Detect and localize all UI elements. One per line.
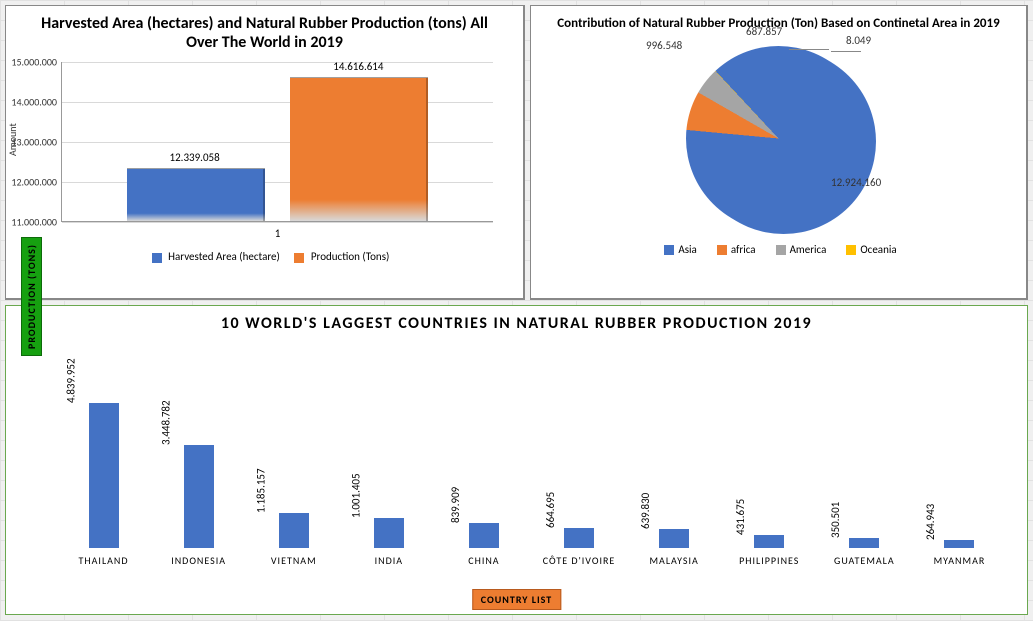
pie-chart-panel: Contribution of Natural Rubber Productio… (530, 5, 1028, 300)
legend-swatch-production (294, 253, 304, 263)
bar-chart-plot: 1 11.000.00012.000.00013.000.00014.000.0… (61, 62, 493, 222)
pie-legend-label: africa (731, 243, 756, 256)
bar-rect-0: 12.339.058 (127, 168, 265, 222)
ranking-bar: 4.839.952 (89, 403, 119, 548)
ranking-bar-value: 1.185.157 (254, 468, 267, 513)
ranking-chart-ylabel-text: PRODUCTION (TONS) (21, 237, 42, 356)
pie-legend-label: America (790, 243, 827, 256)
pie-label-asia: 12.924.160 (831, 176, 881, 189)
ranking-bar: 350.501 (849, 538, 879, 549)
bar-chart-gridline (62, 62, 493, 63)
pie-leader-line (789, 49, 829, 50)
ranking-chart-xlabel-text: COUNTRY LIST (472, 589, 561, 610)
pie-label-africa: 996.548 (646, 39, 682, 52)
ranking-bar-value: 431.675 (734, 499, 747, 535)
pie-chart-plot: 12.924.160996.548687.8578.049 (531, 31, 1026, 241)
bar-chart-ytick: 15.000.000 (0, 56, 57, 69)
ranking-bar-xlabel: CÔTE D'IVOIRE (534, 548, 624, 567)
ranking-chart-plot: 4.839.952THAILAND3.448.782INDONESIA1.185… (56, 338, 1007, 548)
pie-label-america: 687.857 (746, 25, 782, 38)
bar-rect-1: 14.616.614 (290, 77, 428, 222)
ranking-bar: 1.185.157 (279, 513, 309, 549)
ranking-bar: 664.695 (564, 528, 594, 548)
bar-chart-ytick: 12.000.000 (0, 176, 57, 189)
ranking-bar-xlabel: INDIA (344, 548, 434, 567)
pie-chart-legend: Asia africa America Oceania (531, 243, 1026, 256)
pie-leader-line (831, 51, 861, 52)
ranking-bar: 1.001.405 (374, 518, 404, 548)
ranking-bar-value: 264.943 (924, 504, 937, 540)
pie-slice-exploded (691, 49, 876, 234)
bar-chart-gridline (62, 222, 493, 223)
ranking-bar-xlabel: GUATEMALA (819, 548, 909, 567)
ranking-bar-xlabel: PHILIPPINES (724, 548, 814, 567)
ranking-bar-xlabel: CHINA (439, 548, 529, 567)
ranking-bar-value: 350.501 (829, 501, 842, 537)
ranking-bar-xlabel: THAILAND (59, 548, 149, 567)
bar-value-label: 14.616.614 (290, 60, 426, 73)
ranking-bar-value: 3.448.782 (159, 400, 172, 445)
pie-legend-swatch (846, 245, 856, 255)
bar-chart-title: Harvested Area (hectares) and Natural Ru… (6, 6, 523, 52)
ranking-bar-value: 1.001.405 (350, 473, 363, 518)
bar-value-label: 12.339.058 (127, 151, 263, 164)
ranking-chart-panel: 10 WORLD'S LAGGEST COUNTRIES IN NATURAL … (5, 305, 1028, 615)
legend-label-harvested: Harvested Area (hectare) (168, 250, 280, 263)
bar-chart-xcategory: 1 (248, 227, 308, 240)
ranking-bar-xlabel: INDONESIA (154, 548, 244, 567)
ranking-bar-value: 839.909 (449, 487, 462, 523)
bar-chart-ytick: 11.000.000 (0, 216, 57, 229)
ranking-bar-value: 664.695 (544, 492, 557, 528)
pie-legend-swatch (664, 245, 674, 255)
ranking-bar-value: 639.830 (639, 493, 652, 529)
ranking-chart-xlabel: COUNTRY LIST (472, 589, 561, 610)
pie-legend-swatch (776, 245, 786, 255)
bar-chart-ytick: 14.000.000 (0, 96, 57, 109)
ranking-bar-xlabel: MYANMAR (914, 548, 1004, 567)
ranking-bar: 839.909 (469, 523, 499, 548)
ranking-bar-value: 4.839.952 (64, 358, 77, 403)
ranking-bar: 3.448.782 (184, 445, 214, 548)
bar-chart-gridline (62, 102, 493, 103)
legend-label-production: Production (Tons) (311, 250, 389, 263)
ranking-bar: 431.675 (754, 535, 784, 548)
pie-label-oceania: 8.049 (846, 34, 871, 47)
pie-legend-swatch (717, 245, 727, 255)
dashboard: Harvested Area (hectares) and Natural Ru… (0, 0, 1033, 621)
pie-legend-label: Oceania (860, 243, 896, 256)
bar-chart-ytick: 13.000.000 (0, 136, 57, 149)
bar-chart-gridline (62, 142, 493, 143)
ranking-bar: 639.830 (659, 529, 689, 548)
ranking-bar-xlabel: VIETNAM (249, 548, 339, 567)
ranking-bar-xlabel: MALAYSIA (629, 548, 719, 567)
pie-legend-label: Asia (678, 243, 696, 256)
ranking-bar: 264.943 (944, 540, 974, 548)
